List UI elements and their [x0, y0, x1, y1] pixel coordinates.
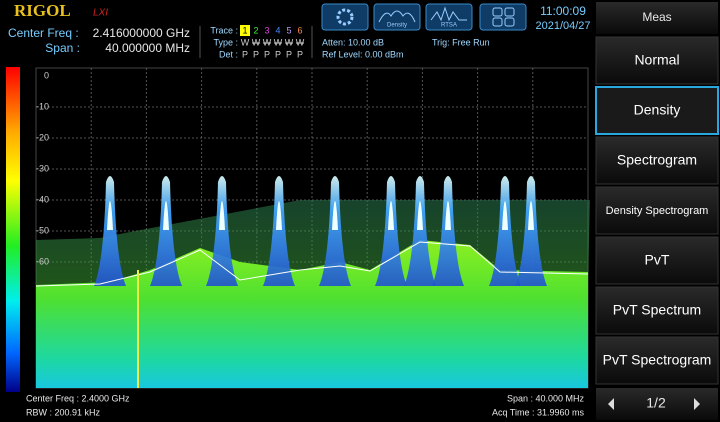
y-label: -20	[36, 132, 49, 142]
y-label: -50	[36, 225, 49, 235]
layout-icon[interactable]	[479, 3, 527, 31]
trace-number: 1	[242, 25, 247, 35]
trace-det: P	[286, 49, 292, 59]
trace-type: W	[274, 37, 283, 47]
span-label: Span :	[45, 41, 80, 55]
trace-number: 3	[264, 25, 269, 35]
trace-det: P	[253, 49, 259, 59]
peak	[319, 176, 351, 286]
footer-acq-time: Acq Time : 31.9960 ms	[492, 407, 585, 417]
peak-core	[445, 201, 451, 230]
menu-button[interactable]	[595, 186, 719, 235]
logo: RIGOL	[14, 1, 71, 20]
footer-rbw: RBW : 200.91 kHz	[26, 407, 101, 417]
signal-peaks	[94, 176, 547, 286]
menu-header	[596, 2, 718, 34]
time: 11:00:09	[540, 4, 586, 18]
density-icon[interactable]	[373, 3, 421, 31]
trace-number: 5	[286, 25, 291, 35]
menu-title: Meas	[642, 10, 671, 24]
gear	[336, 8, 354, 26]
lxi: LXI	[93, 8, 108, 19]
menu-button-label: PvT Spectrogram	[603, 352, 712, 368]
menu-button[interactable]	[595, 36, 719, 85]
det-label: Det :	[219, 49, 238, 59]
ref-level: Ref Level: 0.00 dBm	[322, 49, 404, 59]
y-label: 0	[44, 70, 49, 80]
menu-button[interactable]	[595, 86, 719, 135]
trace-number: 4	[275, 25, 280, 35]
layout-grid	[492, 7, 515, 27]
color-bar	[6, 67, 20, 392]
rtsa-icon[interactable]	[425, 3, 473, 31]
menu-button-label: Spectrogram	[617, 152, 697, 168]
menu-button[interactable]	[595, 336, 719, 385]
y-label: -30	[36, 163, 49, 173]
trace-number: 6	[297, 25, 302, 35]
trace-type: W	[296, 37, 305, 47]
peak-core	[107, 201, 113, 230]
peak	[263, 176, 295, 286]
peak	[150, 176, 182, 286]
date: 2021/04/27	[535, 20, 590, 32]
trace-det: P	[297, 49, 303, 59]
peak	[206, 176, 238, 286]
menu-button-label: PvT Spectrum	[613, 302, 701, 318]
trace-type: W	[285, 37, 294, 47]
peak-core	[219, 201, 225, 230]
icon-wave	[378, 10, 416, 23]
y-label: -60	[36, 256, 49, 266]
trace-label: Trace :	[210, 25, 238, 35]
peak-core	[276, 201, 282, 230]
menu-button[interactable]	[595, 136, 719, 185]
peak-core	[388, 201, 394, 230]
peak	[375, 176, 407, 286]
trace-det: P	[264, 49, 270, 59]
peak-core	[332, 201, 338, 230]
peak-core	[502, 201, 508, 230]
menu-button-label: Density Spectrogram	[606, 205, 709, 217]
center-freq-label: Center Freq :	[8, 26, 79, 40]
menu-button[interactable]	[595, 286, 719, 335]
y-label: -10	[36, 101, 49, 111]
trace-select	[240, 25, 250, 36]
trace-line	[35, 241, 589, 287]
peak-core	[417, 201, 423, 230]
icon-label: RTSA	[441, 23, 457, 29]
page-indicator: 1/2	[646, 395, 666, 411]
trace-number: 2	[253, 25, 258, 35]
footer-span: Span : 40.000 MHz	[507, 393, 585, 403]
trace-det: P	[275, 49, 281, 59]
icon-label: Density	[387, 23, 407, 29]
menu-button-label: PvT	[645, 252, 670, 268]
trace-type: W	[263, 37, 272, 47]
peak	[94, 176, 126, 286]
trig: Trig: Free Run	[432, 37, 490, 47]
peak-core	[163, 201, 169, 230]
type-label: Type :	[213, 37, 238, 47]
peak	[489, 176, 521, 286]
peak-core	[528, 201, 534, 230]
footer-center-freq: Center Freq : 2.4000 GHz	[26, 393, 130, 403]
menu-button-label: Density	[634, 102, 681, 118]
atten: Atten: 10.00 dB	[322, 37, 384, 47]
peak	[404, 176, 436, 286]
peak	[515, 176, 547, 286]
peak	[432, 176, 464, 286]
menu-button[interactable]	[595, 236, 719, 285]
center-freq: 2.416000000 GHz	[93, 26, 190, 40]
trace-type: W	[252, 37, 261, 47]
trace-det: P	[242, 49, 248, 59]
icon-wave	[430, 6, 467, 22]
menu: Normal Density Spectrogram Density Spectrog…	[595, 36, 719, 385]
settings-icon[interactable]	[321, 3, 369, 31]
span: 40.000000 MHz	[105, 41, 190, 55]
trace-type: W	[241, 37, 250, 47]
menu-button-label: Normal	[634, 52, 679, 68]
y-label: -40	[36, 194, 49, 204]
